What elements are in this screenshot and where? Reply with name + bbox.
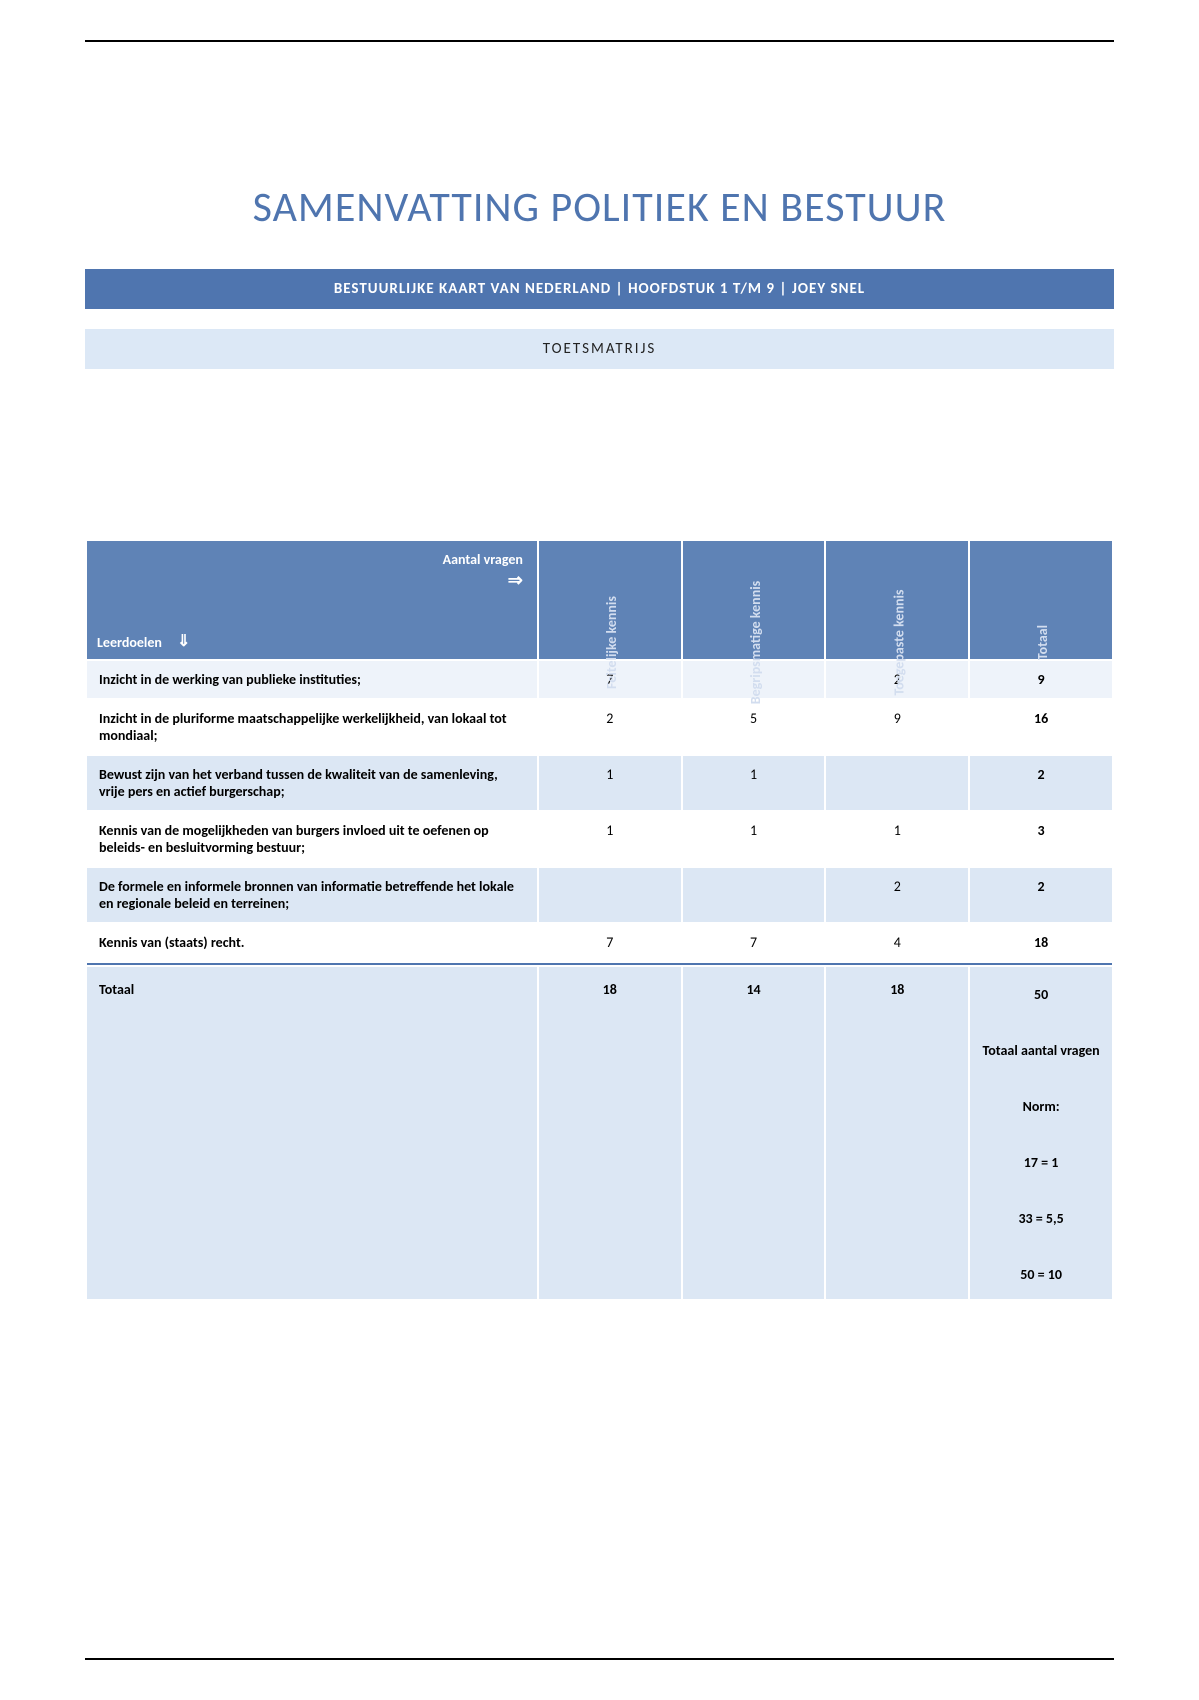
table-header-row: Aantal vragen ⇒ Leerdoelen ⇓ Feitelijke … [86,540,1113,660]
cell-total: 2 [969,867,1113,923]
cell-value: 7 [682,923,826,962]
table-row: Inzicht in de werking van publieke insti… [86,660,1113,699]
cell-total: 9 [969,660,1113,699]
column-header-label: Begripsmatige kennis [747,581,764,704]
row-label: Inzicht in de pluriforme maatschappelijk… [86,699,538,755]
cell-value: 1 [825,811,969,867]
row-label: Kennis van (staats) recht. [86,923,538,962]
cell-value [825,755,969,811]
toetsmatrijs-table: Aantal vragen ⇒ Leerdoelen ⇓ Feitelijke … [85,539,1114,1301]
column-header: Begripsmatige kennis [682,540,826,660]
cell-value: 4 [825,923,969,962]
cell-value [538,867,682,923]
row-label: Kennis van de mogelijkheden van burgers … [86,811,538,867]
cell-value: 2 [538,699,682,755]
cell-value: 9 [825,699,969,755]
separator-line [87,963,1112,965]
table-row: Bewust zijn van het verband tussen de kw… [86,755,1113,811]
column-header: Toegepaste kennis [825,540,969,660]
subtitle-bar: BESTUURLIJKE KAART VAN NEDERLAND | HOOFD… [85,269,1114,309]
footer-value: 18 [825,966,969,1300]
header-aantal-label: Aantal vragen [443,551,523,568]
column-header: Totaal [969,540,1113,660]
footer-value: 18 [538,966,682,1300]
footer-value: 14 [682,966,826,1300]
column-header-label: Totaal [1035,625,1052,660]
arrow-down-icon: ⇓ [177,631,190,651]
column-header-label: Toegepaste kennis [891,589,908,695]
cell-value: 1 [682,755,826,811]
table-footer-row: Totaal18141850Totaal aantal vragenNorm:1… [86,966,1113,1300]
row-label: Inzicht in de werking van publieke insti… [86,660,538,699]
footer-label: Totaal [86,966,538,1300]
table-row: Inzicht in de pluriforme maatschappelijk… [86,699,1113,755]
row-label: De formele en informele bronnen van info… [86,867,538,923]
cell-value: 1 [538,811,682,867]
arrow-right-icon: ⇒ [508,571,523,589]
cell-value: 7 [538,923,682,962]
header-leerdoelen-label: Leerdoelen [97,634,162,651]
table-row: De formele en informele bronnen van info… [86,867,1113,923]
column-header-label: Feitelijke kennis [603,596,620,689]
top-rule [85,40,1114,42]
cell-value: 1 [682,811,826,867]
section-header: TOETSMATRIJS [85,329,1114,369]
cell-value: 5 [682,699,826,755]
cell-value [682,867,826,923]
header-corner: Aantal vragen ⇒ Leerdoelen ⇓ [86,540,538,660]
cell-total: 3 [969,811,1113,867]
cell-value: 1 [538,755,682,811]
cell-total: 2 [969,755,1113,811]
table-row: Kennis van de mogelijkheden van burgers … [86,811,1113,867]
bottom-rule [85,1658,1114,1660]
row-label: Bewust zijn van het verband tussen de kw… [86,755,538,811]
page-title: SAMENVATTING POLITIEK EN BESTUUR [85,182,1114,233]
footer-total-and-norm: 50Totaal aantal vragenNorm:17 = 133 = 5,… [969,966,1113,1300]
cell-value: 2 [825,867,969,923]
cell-total: 18 [969,923,1113,962]
cell-total: 16 [969,699,1113,755]
column-header: Feitelijke kennis [538,540,682,660]
table-row: Kennis van (staats) recht.77418 [86,923,1113,962]
